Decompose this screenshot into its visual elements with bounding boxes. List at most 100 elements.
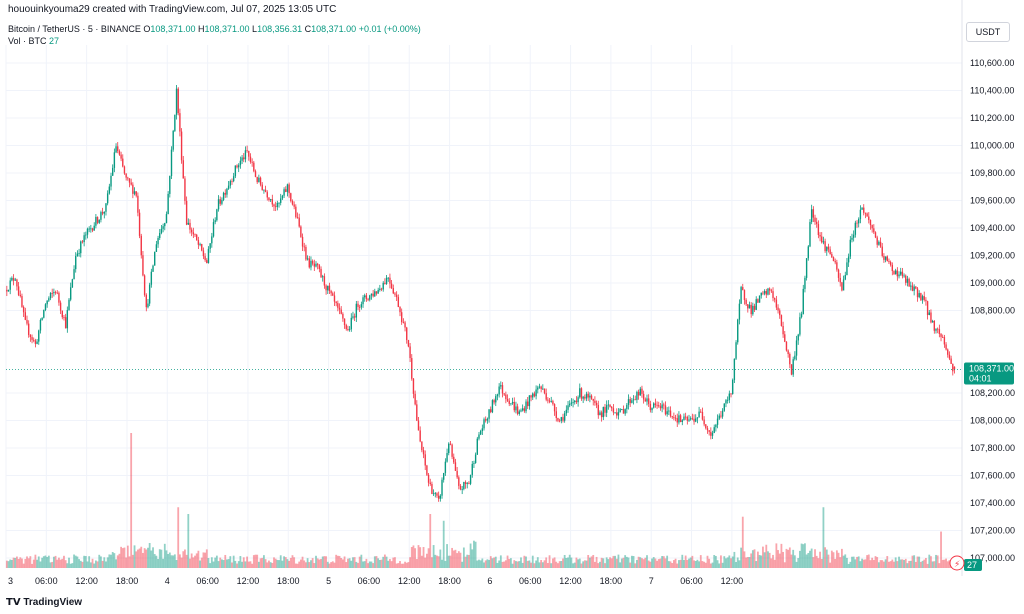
candle-body <box>800 313 803 318</box>
candle-body <box>505 394 507 400</box>
volume-bar <box>390 561 393 568</box>
price-tick-label: 107,600.00 <box>970 471 1015 481</box>
candle <box>950 355 952 364</box>
candle <box>827 243 830 253</box>
candle-body <box>832 257 835 262</box>
volume-bar <box>236 563 238 568</box>
candle <box>16 278 18 291</box>
candle <box>516 403 519 416</box>
candle <box>498 383 500 398</box>
candle <box>153 251 156 266</box>
candle <box>301 233 304 252</box>
candle-body <box>752 305 754 315</box>
candle <box>703 416 705 427</box>
candle-body <box>100 212 102 220</box>
volume-bar <box>746 556 749 568</box>
candle-body <box>177 88 179 114</box>
volume-bar <box>607 559 610 568</box>
candle <box>646 394 648 406</box>
candle-body <box>879 241 882 247</box>
volume-bar <box>83 555 86 568</box>
candle <box>723 403 725 412</box>
candle <box>427 473 430 487</box>
symbol-name[interactable]: Bitcoin / TetherUS · 5 · BINANCE <box>8 24 141 34</box>
volume-bar <box>16 556 18 568</box>
candle-body <box>426 465 428 475</box>
candle <box>226 187 228 198</box>
candle <box>437 491 440 502</box>
volume-bar <box>940 531 942 568</box>
candle-body <box>886 256 888 262</box>
volume-bar <box>257 561 260 568</box>
candle-body <box>103 211 105 214</box>
candle <box>251 158 253 167</box>
candle <box>846 257 848 276</box>
candle-body <box>261 184 263 191</box>
candle-body <box>859 209 862 220</box>
volume-bar <box>199 560 201 568</box>
time-tick-label: 18:00 <box>116 576 139 586</box>
candle-body <box>486 418 489 421</box>
candle <box>681 419 683 426</box>
candle-body <box>276 202 279 207</box>
volume-bar <box>367 563 369 568</box>
candle <box>715 423 717 432</box>
volume-label[interactable]: Vol · BTC <box>8 36 47 46</box>
volume-bar <box>136 549 139 568</box>
volume-bar <box>513 560 516 568</box>
candle-body <box>572 402 574 403</box>
candle <box>392 284 394 295</box>
candle <box>600 410 603 422</box>
candle <box>616 408 618 419</box>
volume-bar <box>807 553 810 568</box>
volume-bar <box>382 556 385 568</box>
candle <box>320 266 322 279</box>
candle <box>920 292 922 302</box>
candle-body <box>726 399 729 401</box>
volume-bar <box>822 507 825 568</box>
candle <box>197 236 200 249</box>
candle-body <box>143 275 146 295</box>
volume-bar <box>872 559 875 568</box>
volume-bar <box>32 559 35 568</box>
candle <box>705 424 707 430</box>
volume-bar <box>612 555 615 568</box>
candle <box>706 425 709 434</box>
candle-body <box>83 235 85 243</box>
volume-bar <box>681 554 684 568</box>
candle <box>720 411 722 419</box>
candle <box>580 387 583 401</box>
candle-body <box>560 417 563 421</box>
candle-body <box>387 277 389 279</box>
candle <box>478 431 480 441</box>
candle <box>160 224 163 235</box>
candle-body <box>780 315 783 326</box>
volume-bar <box>750 553 753 568</box>
candle <box>263 189 265 194</box>
candle <box>434 492 436 498</box>
candle-body <box>856 222 858 224</box>
volume-bar <box>751 550 754 568</box>
volume-bar <box>935 554 937 568</box>
volume-bar <box>276 559 279 568</box>
candle-body <box>614 412 616 414</box>
candle-body <box>229 181 232 186</box>
candle <box>348 326 351 332</box>
currency-selector[interactable]: USDT <box>966 22 1010 42</box>
candle-body <box>553 404 556 412</box>
candle-body <box>301 236 304 247</box>
candle-body <box>48 298 50 301</box>
volume-bar <box>664 558 667 568</box>
volume-bar <box>36 559 38 568</box>
volume-bar <box>925 558 927 568</box>
candle-body <box>159 233 161 239</box>
volume-bar <box>491 558 494 568</box>
price-tick-label: 110,200.00 <box>970 113 1014 123</box>
volume-bar <box>575 557 578 568</box>
candle-body <box>950 358 952 364</box>
volume-bar <box>148 542 151 568</box>
candle-body <box>434 493 436 495</box>
candle <box>873 224 875 235</box>
candle-body <box>849 239 852 257</box>
